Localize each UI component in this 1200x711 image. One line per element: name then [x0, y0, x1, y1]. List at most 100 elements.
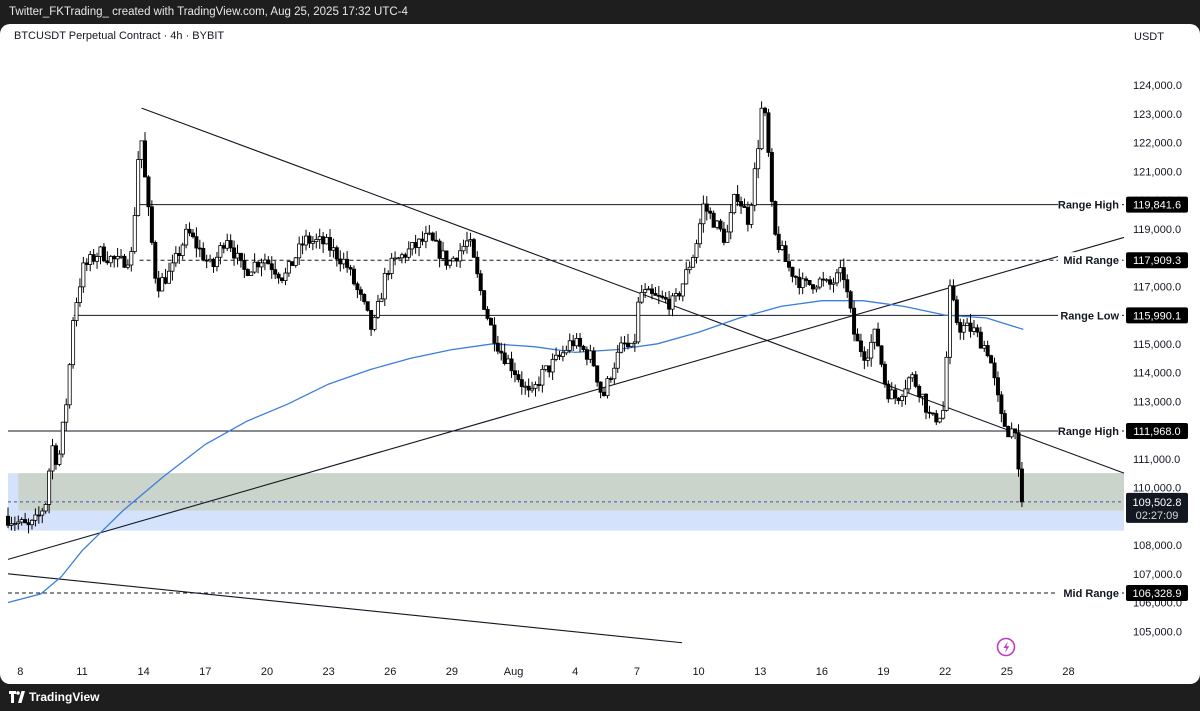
candle: [749, 202, 754, 229]
candle: [810, 284, 815, 294]
candle: [132, 207, 137, 254]
candle: [598, 381, 603, 399]
candle: [701, 195, 706, 233]
candle: [98, 245, 103, 265]
trendline[interactable]: [7, 236, 1125, 560]
candle: [115, 247, 120, 268]
candle: [629, 342, 634, 348]
price-tick-label: 107,000.0: [1133, 569, 1182, 581]
candle: [783, 240, 788, 262]
candle: [691, 254, 696, 268]
candle: [632, 333, 637, 352]
candle: [389, 253, 394, 280]
trendlines-layer[interactable]: [7, 107, 1125, 644]
candle: [838, 260, 843, 282]
time-tick-label: 7: [634, 666, 640, 678]
candle: [944, 351, 949, 412]
level-price-label: 111,968.0: [1133, 426, 1180, 438]
candle: [465, 231, 470, 254]
candle: [742, 198, 747, 208]
candle: [855, 328, 860, 342]
trendline[interactable]: [7, 573, 683, 644]
candle: [351, 265, 356, 286]
candle: [557, 350, 562, 361]
level-price-badge: [1126, 196, 1188, 213]
candle: [245, 268, 250, 277]
price-tick-label: 121,000.0: [1133, 166, 1182, 178]
candle: [704, 196, 709, 221]
candle: [321, 232, 326, 253]
level-name-label: Range High: [1058, 426, 1119, 438]
candle: [293, 256, 298, 268]
chart-panel[interactable]: 124,000.0123,000.0122,000.0121,000.0120,…: [0, 24, 1200, 684]
candle: [417, 238, 422, 257]
candle: [646, 285, 651, 291]
candle: [824, 278, 829, 283]
candle: [112, 255, 117, 268]
candle: [519, 371, 524, 395]
candle: [889, 382, 894, 400]
candle: [331, 238, 336, 258]
candle: [12, 516, 17, 531]
candle: [77, 278, 82, 307]
level-price-badge: [1126, 422, 1188, 439]
candle: [184, 223, 189, 249]
candle: [190, 228, 195, 239]
current-price-badge: [1126, 492, 1188, 523]
candle: [975, 324, 980, 338]
candle: [1009, 422, 1014, 439]
level-labels-layer: Range High 119,841.6 Mid Range 117,909.3 Ran…: [1058, 196, 1188, 602]
time-tick-label: 28: [1062, 666, 1074, 678]
candle: [259, 258, 264, 277]
candle: [516, 370, 521, 383]
candle: [506, 354, 511, 364]
current-price-label: 109,502.8: [1133, 497, 1182, 509]
level-name-backdrop: [1058, 422, 1122, 439]
time-axis[interactable]: 8 11 14 17 20 23 26 29 Aug 4 7 10 13 16 19 22 25 28: [17, 666, 1074, 678]
candle: [999, 391, 1004, 423]
candle: [523, 381, 528, 395]
candle: [280, 277, 285, 284]
candle: [951, 279, 956, 302]
tradingview-logo-icon: [9, 691, 25, 703]
lightning-icon[interactable]: [996, 637, 1016, 657]
candle: [95, 252, 100, 269]
candle: [84, 258, 89, 272]
candle: [639, 285, 644, 304]
candle: [626, 333, 631, 350]
candle: [845, 274, 850, 298]
level-price-label: 106,328.9: [1133, 588, 1182, 600]
candle: [478, 270, 483, 296]
price-chart[interactable]: 124,000.0123,000.0122,000.0121,000.0120,…: [0, 24, 1200, 684]
price-tick-label: 123,000.0: [1133, 109, 1182, 121]
candle: [547, 365, 552, 378]
price-axis[interactable]: 124,000.0123,000.0122,000.0121,000.0120,…: [1133, 80, 1182, 638]
candle: [530, 381, 535, 393]
candle: [149, 200, 154, 245]
candle: [269, 256, 274, 279]
candle: [214, 251, 219, 272]
candle: [208, 254, 213, 263]
candle: [776, 226, 781, 253]
time-tick-label: 17: [199, 666, 211, 678]
candle: [379, 292, 384, 302]
trendline[interactable]: [141, 107, 1125, 474]
candle: [317, 228, 322, 249]
candle: [437, 238, 442, 268]
candle: [947, 279, 952, 365]
candle: [67, 363, 72, 409]
moving-average-layer: [7, 300, 1024, 604]
candle: [211, 257, 216, 273]
candle: [769, 148, 774, 207]
time-tick-label: 23: [322, 666, 334, 678]
candle: [307, 232, 312, 248]
candle: [636, 296, 641, 345]
candle: [920, 393, 925, 406]
candle: [684, 261, 689, 285]
candle: [643, 283, 648, 298]
candle: [927, 405, 932, 419]
candle: [64, 398, 69, 431]
candle: [721, 221, 726, 246]
candle: [848, 290, 853, 313]
candle: [872, 328, 877, 350]
